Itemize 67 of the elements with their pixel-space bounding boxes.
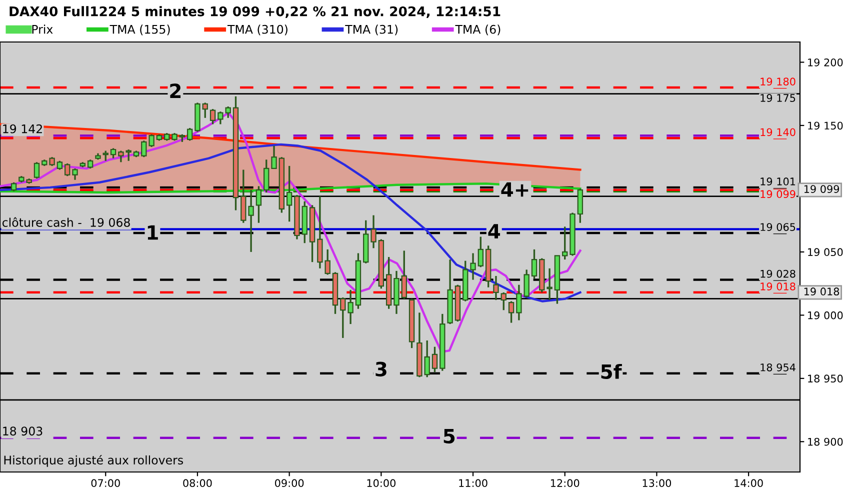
annotation: 19 099 xyxy=(804,185,840,193)
legend-label: TMA (31) xyxy=(345,24,398,36)
x-tick-label: 12:00 xyxy=(551,479,580,488)
annotation: clôture cash - 19 068 xyxy=(2,217,130,227)
ref-line-label: 19 028 xyxy=(760,270,796,278)
ref-line-label: 19 180 xyxy=(760,78,796,86)
candlestick xyxy=(493,275,499,301)
candlestick xyxy=(432,346,438,373)
annotation: 18 903 xyxy=(3,426,42,436)
candlestick xyxy=(271,144,277,170)
y-tick-label: 19 200 xyxy=(808,58,843,66)
candlestick xyxy=(110,147,116,160)
candlestick xyxy=(256,185,262,224)
x-tick-label: 08:00 xyxy=(183,479,212,488)
annotation: 4 xyxy=(488,224,500,238)
y-tick-label: 19 150 xyxy=(808,122,843,130)
candlestick xyxy=(348,289,354,325)
ref-line-label: 19 140 xyxy=(760,128,796,136)
candlestick xyxy=(478,236,484,268)
ref-line-label: 19 099 xyxy=(760,190,796,198)
annotation: 3 xyxy=(376,362,386,376)
y-tick-label: 18 900 xyxy=(808,438,843,446)
legend-label: TMA (6) xyxy=(455,24,500,36)
x-tick-label: 11:00 xyxy=(459,479,488,488)
candlestick xyxy=(64,162,70,177)
candlestick xyxy=(264,158,270,194)
candlestick xyxy=(286,165,292,222)
chart-title: DAX40 Full1224 5 minutes 19 099 +0,22 % 21 nov. 2024, 12:14:51 xyxy=(10,6,500,18)
legend-label: TMA (310) xyxy=(227,24,288,36)
line-series xyxy=(0,123,582,171)
ref-line-label: 19 065 xyxy=(760,223,796,231)
ref-line-label: 19 101 xyxy=(760,178,796,186)
x-tick-label: 09:00 xyxy=(275,479,304,488)
annotation: 4+ xyxy=(501,182,528,197)
candlestick xyxy=(401,250,407,300)
annotation: 5f xyxy=(601,364,622,379)
candlestick xyxy=(531,248,538,280)
candlestick xyxy=(562,226,568,260)
annotation: 19 142 xyxy=(3,124,42,134)
candlestick xyxy=(102,150,108,162)
ref-line-label: 19 018 xyxy=(760,282,796,290)
y-tick-label: 19 000 xyxy=(808,311,843,320)
candlestick xyxy=(340,296,346,339)
ref-line-label: 18 954 xyxy=(760,363,796,372)
candlestick xyxy=(186,127,193,142)
legend-label: TMA (155) xyxy=(110,24,170,36)
x-tick-label: 07:00 xyxy=(91,479,120,488)
ref-line-label: 19 175 xyxy=(760,94,796,102)
annotation: Historique ajusté aux rollovers xyxy=(4,454,184,467)
candlestick xyxy=(202,102,208,119)
annotation: 2 xyxy=(170,84,181,98)
legend-label: Prix xyxy=(32,24,53,34)
x-tick-label: 13:00 xyxy=(642,479,672,488)
candlestick xyxy=(470,252,476,281)
annotation: 1 xyxy=(148,225,158,240)
annotation: 19 018 xyxy=(804,288,840,296)
x-tick-label: 14:00 xyxy=(734,479,763,488)
candlestick xyxy=(210,108,216,126)
candlestick xyxy=(72,168,78,181)
candlestick xyxy=(370,214,376,249)
candlestick xyxy=(34,161,40,180)
x-tick-label: 10:00 xyxy=(367,479,396,488)
y-tick-label: 19 050 xyxy=(808,248,843,256)
candlestick xyxy=(500,292,506,311)
candlestick xyxy=(508,300,514,324)
annotation: 5 xyxy=(444,429,455,444)
y-tick-label: 18 950 xyxy=(808,374,843,383)
